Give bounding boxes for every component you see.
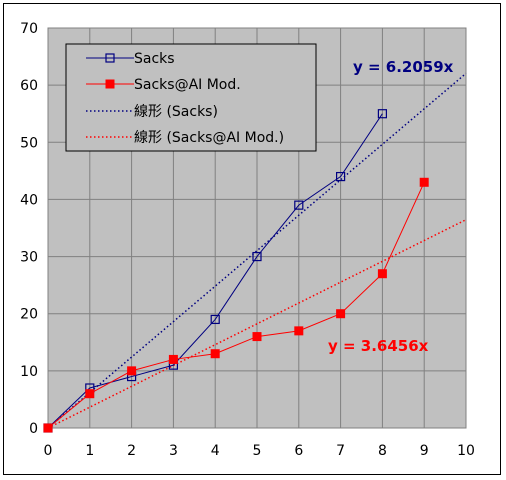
y-tick-label: 40 [20,192,38,208]
legend-label-sacks: Sacks [134,51,175,67]
data-point-series-0 [336,171,346,182]
trendline-equation-sacks: y = 6.2059x [353,58,454,76]
legend-marker-sacks-ai [105,79,115,89]
data-series [43,109,429,433]
plot-border [47,27,467,429]
data-point-series-1 [252,332,262,342]
series-line-1 [47,182,425,429]
y-tick-label: 60 [20,78,38,94]
legend-marker-sacks [105,53,115,63]
trendline-0 [47,72,467,429]
y-tick-label: 30 [20,250,38,266]
y-tick-labels: 0 10 20 30 40 50 60 70 [20,21,38,437]
series-line-0 [47,113,383,429]
data-point-series-0 [210,314,220,325]
data-point-series-1 [43,423,53,433]
x-tick-label: 0 [44,443,53,459]
y-tick-label: 70 [20,21,38,37]
data-point-series-0 [294,200,304,210]
x-tick-label: 10 [457,443,475,459]
legend-label-sacks-ai: Sacks@AI Mod. [134,77,241,93]
data-point-series-1 [336,309,346,319]
data-point-series-1 [85,389,95,399]
x-tick-label: 6 [294,443,303,459]
data-point-series-0 [252,251,262,262]
legend-label-trend-sacks-ai: 線形 (Sacks@AI Mod.) [134,130,284,146]
data-point-series-1 [419,177,429,187]
x-tick-labels: 0 1 2 3 4 5 6 7 8 9 10 [44,443,475,459]
x-tick-label: 4 [211,443,220,459]
y-tick-label: 10 [20,364,38,380]
data-point-series-0 [377,109,387,119]
data-point-series-1 [294,326,304,336]
trendline-equation-sacks-ai: y = 3.6456x [328,337,429,355]
x-tick-label: 9 [420,443,429,459]
x-tick-label: 3 [169,443,178,459]
legend: Sacks Sacks@AI Mod. 線形 (Sacks) 線形 (Sacks… [65,43,317,152]
data-point-series-1 [127,366,137,376]
y-tick-label: 50 [20,135,38,151]
x-tick-label: 7 [336,443,345,459]
y-tick-label: 0 [29,421,38,437]
legend-label-trend-sacks: 線形 (Sacks) [134,104,218,120]
data-point-series-1 [210,349,220,359]
x-tick-label: 2 [127,443,136,459]
trendlines [47,72,467,429]
x-tick-label: 5 [253,443,262,459]
y-tick-label: 20 [20,307,38,323]
x-tick-label: 8 [378,443,387,459]
x-tick-label: 1 [85,443,94,459]
data-point-series-1 [168,354,178,364]
data-point-series-1 [377,269,387,279]
trendline-1 [47,219,467,429]
